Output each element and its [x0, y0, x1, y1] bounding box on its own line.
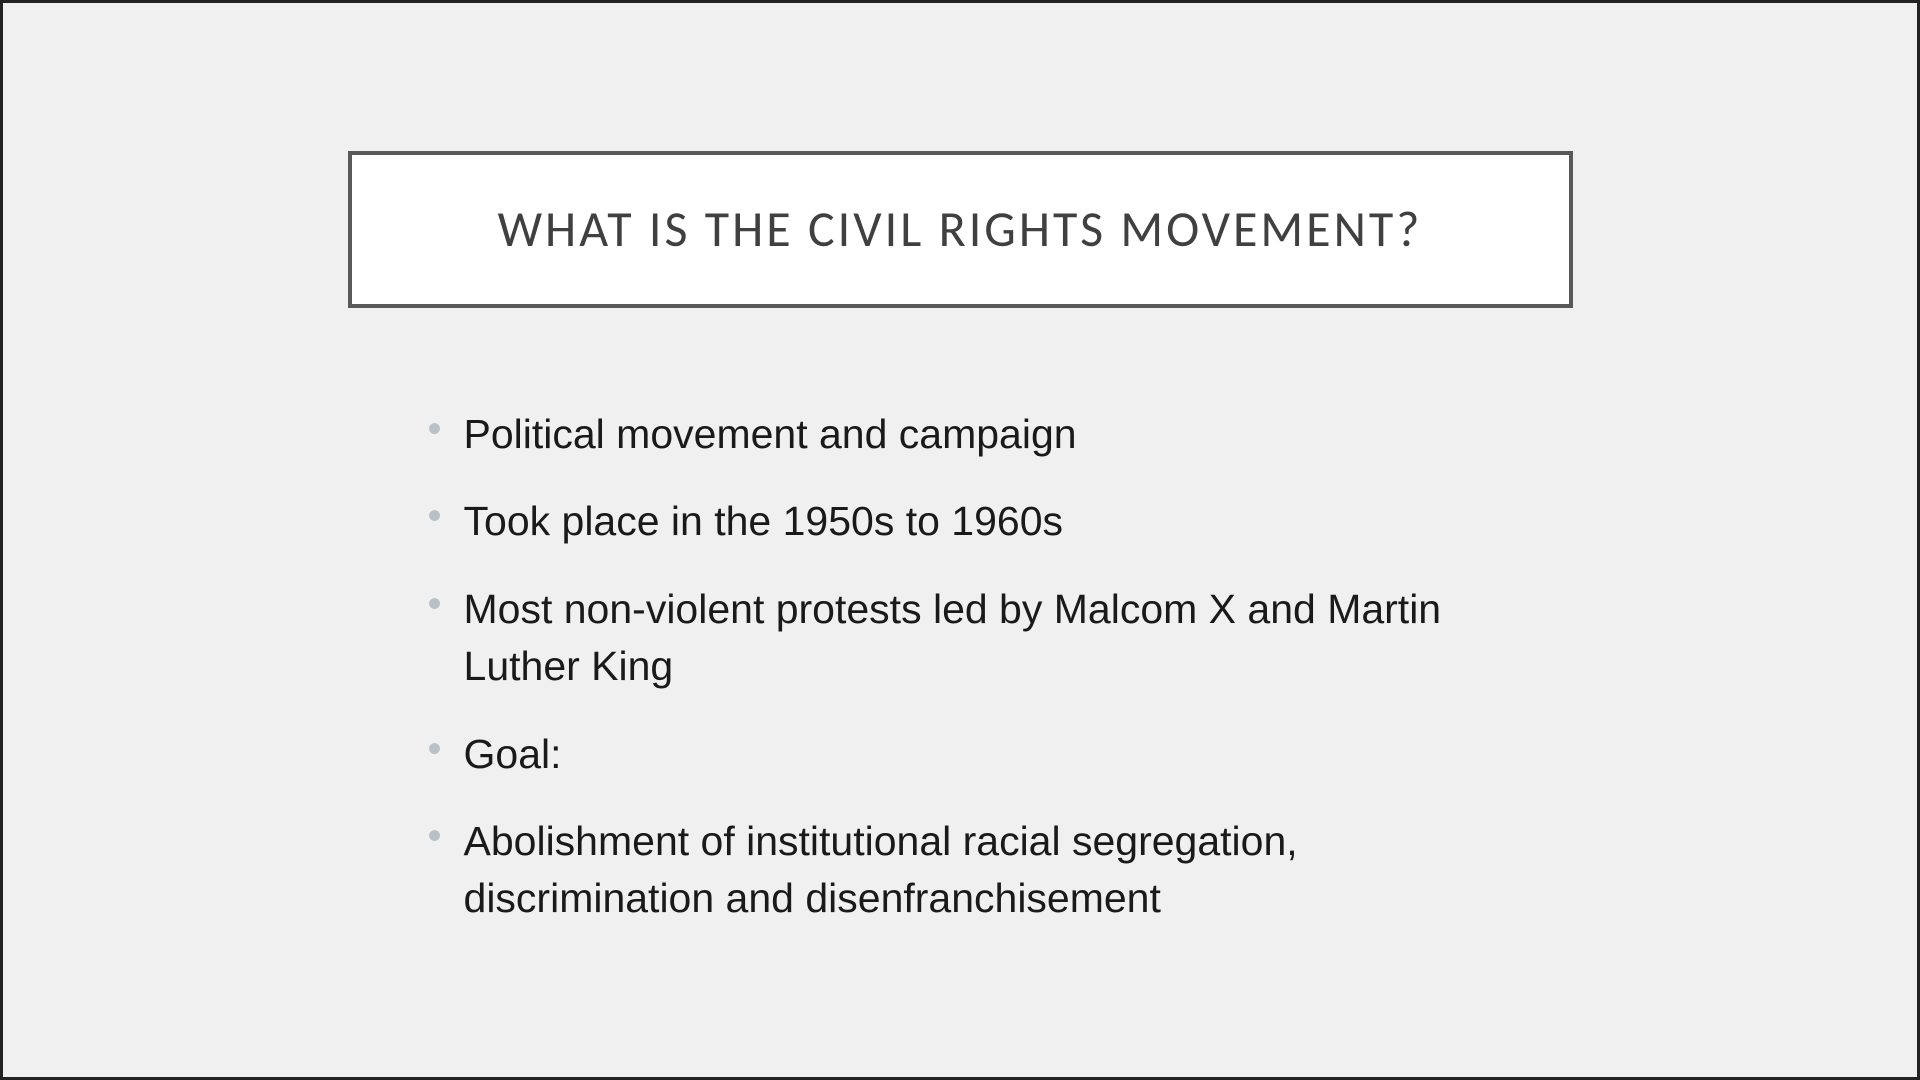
list-item: • Took place in the 1950s to 1960s: [428, 493, 1508, 550]
bullet-text: Abolishment of institutional racial segr…: [464, 813, 1508, 928]
bullet-text: Most non-violent protests led by Malcom …: [464, 581, 1508, 696]
bullet-text: Took place in the 1950s to 1960s: [464, 493, 1064, 550]
bullet-icon: •: [428, 406, 442, 452]
bullet-list: • Political movement and campaign • Took…: [428, 406, 1508, 958]
bullet-icon: •: [428, 813, 442, 859]
bullet-icon: •: [428, 493, 442, 539]
bullet-text: Goal:: [464, 726, 562, 783]
list-item: • Political movement and campaign: [428, 406, 1508, 463]
list-item: • Most non-violent protests led by Malco…: [428, 581, 1508, 696]
list-item: • Abolishment of institutional racial se…: [428, 813, 1508, 928]
bullet-text: Political movement and campaign: [464, 406, 1077, 463]
slide-container: WHAT IS THE CIVIL RIGHTS MOVEMENT? • Pol…: [3, 3, 1917, 1077]
title-box: WHAT IS THE CIVIL RIGHTS MOVEMENT?: [348, 151, 1573, 308]
slide-title: WHAT IS THE CIVIL RIGHTS MOVEMENT?: [382, 199, 1539, 260]
bullet-icon: •: [428, 581, 442, 627]
list-item: • Goal:: [428, 726, 1508, 783]
bullet-icon: •: [428, 726, 442, 772]
